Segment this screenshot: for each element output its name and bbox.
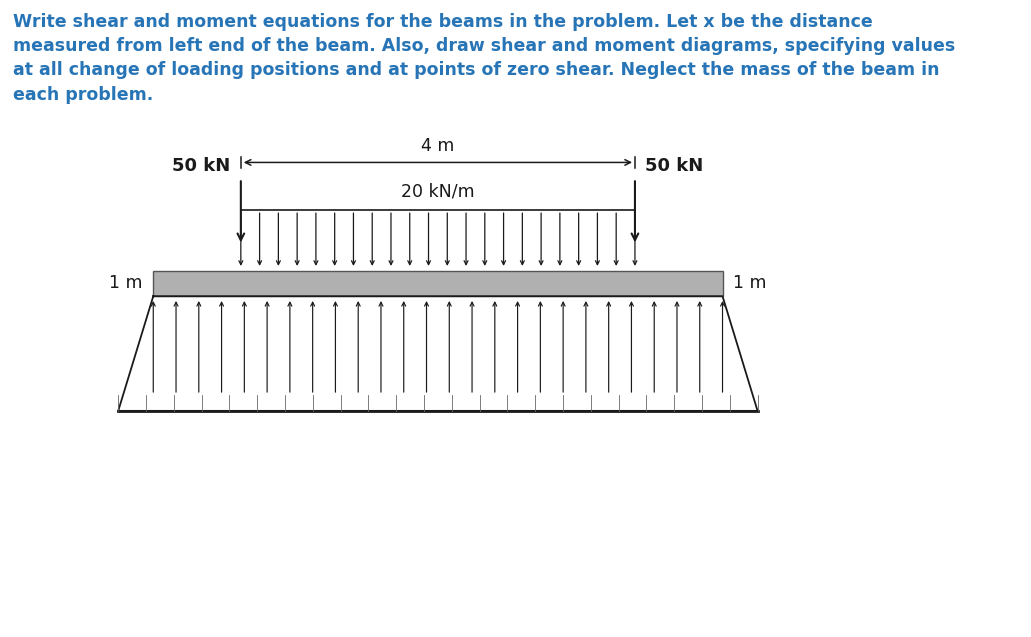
Bar bbox=[154, 271, 723, 296]
Text: 1 m: 1 m bbox=[733, 275, 766, 292]
Text: 1 m: 1 m bbox=[109, 275, 142, 292]
Text: 50 kN: 50 kN bbox=[645, 157, 704, 175]
Text: 50 kN: 50 kN bbox=[172, 157, 230, 175]
Text: 20 kN/m: 20 kN/m bbox=[401, 183, 474, 201]
Text: 4 m: 4 m bbox=[422, 137, 455, 155]
Text: Write shear and moment equations for the beams in the problem. Let x be the dist: Write shear and moment equations for the… bbox=[13, 13, 956, 104]
